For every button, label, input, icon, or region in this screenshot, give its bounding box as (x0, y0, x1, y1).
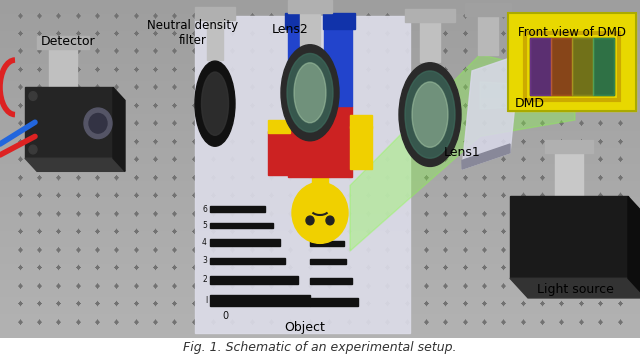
Bar (530, 38, 551, 95)
Ellipse shape (281, 45, 339, 141)
Polygon shape (510, 278, 640, 298)
Bar (551, 38, 572, 95)
Text: 3: 3 (202, 256, 207, 265)
Bar (210, 223, 273, 228)
Bar (310, 298, 358, 306)
Text: 0: 0 (222, 311, 228, 321)
Bar (288, 106, 352, 177)
Bar (288, 0, 332, 13)
Bar (49, 44, 77, 87)
Circle shape (326, 216, 334, 225)
Bar (465, 3, 511, 16)
Bar (207, 16, 223, 60)
Text: Detector: Detector (41, 35, 95, 48)
Bar (350, 115, 372, 128)
Text: Object: Object (285, 321, 325, 334)
Bar (285, 13, 317, 29)
Bar (310, 224, 340, 228)
Text: Front view of DMD: Front view of DMD (518, 26, 626, 39)
Bar (350, 126, 372, 169)
Bar (510, 197, 628, 278)
Ellipse shape (195, 61, 235, 146)
Bar (25, 87, 113, 158)
Bar (478, 11, 498, 54)
Bar (405, 9, 455, 22)
Text: Neutral density
filter: Neutral density filter (147, 19, 239, 47)
Polygon shape (113, 87, 125, 171)
Circle shape (89, 113, 107, 133)
Bar (572, 38, 593, 95)
Ellipse shape (294, 63, 326, 123)
Polygon shape (628, 197, 640, 298)
Bar (210, 295, 310, 306)
Text: Fig. 1. Schematic of an experimental setup.: Fig. 1. Schematic of an experimental set… (183, 341, 457, 354)
Text: 2: 2 (202, 275, 207, 284)
Bar (210, 239, 280, 246)
Bar (37, 36, 89, 49)
Ellipse shape (202, 72, 228, 135)
Text: 6: 6 (202, 205, 207, 214)
Bar (555, 147, 583, 197)
Bar (268, 131, 290, 175)
Bar (210, 257, 285, 264)
Bar (323, 13, 355, 29)
Bar (508, 13, 636, 111)
Bar (310, 278, 352, 284)
Bar (508, 13, 636, 111)
Bar (210, 276, 298, 284)
Text: 5: 5 (202, 221, 207, 230)
Bar (288, 24, 316, 106)
Circle shape (306, 216, 314, 225)
Ellipse shape (287, 53, 333, 132)
Bar (545, 140, 593, 153)
Text: 4: 4 (202, 238, 207, 247)
Circle shape (84, 108, 112, 139)
Text: DMD: DMD (515, 97, 545, 110)
Circle shape (29, 92, 37, 100)
Text: I: I (205, 296, 207, 305)
Bar (420, 19, 440, 62)
Bar (268, 120, 290, 133)
Text: Lens2: Lens2 (271, 23, 308, 36)
Bar (195, 6, 235, 20)
Polygon shape (25, 158, 125, 171)
Bar (310, 241, 344, 246)
Bar (310, 208, 337, 212)
Bar (324, 24, 352, 106)
Ellipse shape (405, 71, 455, 158)
Bar (593, 38, 614, 95)
Circle shape (292, 182, 348, 243)
Bar (310, 259, 346, 264)
Circle shape (29, 145, 37, 154)
Polygon shape (195, 16, 410, 333)
Ellipse shape (412, 82, 448, 147)
Text: Lens1: Lens1 (444, 146, 481, 159)
Ellipse shape (399, 63, 461, 166)
Text: Light source: Light source (536, 283, 613, 296)
Bar (525, 33, 619, 100)
Bar (210, 207, 265, 212)
Polygon shape (462, 54, 520, 169)
Polygon shape (480, 82, 570, 109)
Polygon shape (350, 54, 575, 251)
Bar (300, 8, 320, 46)
Polygon shape (462, 144, 510, 169)
Bar (530, 38, 614, 95)
Bar (312, 177, 328, 185)
